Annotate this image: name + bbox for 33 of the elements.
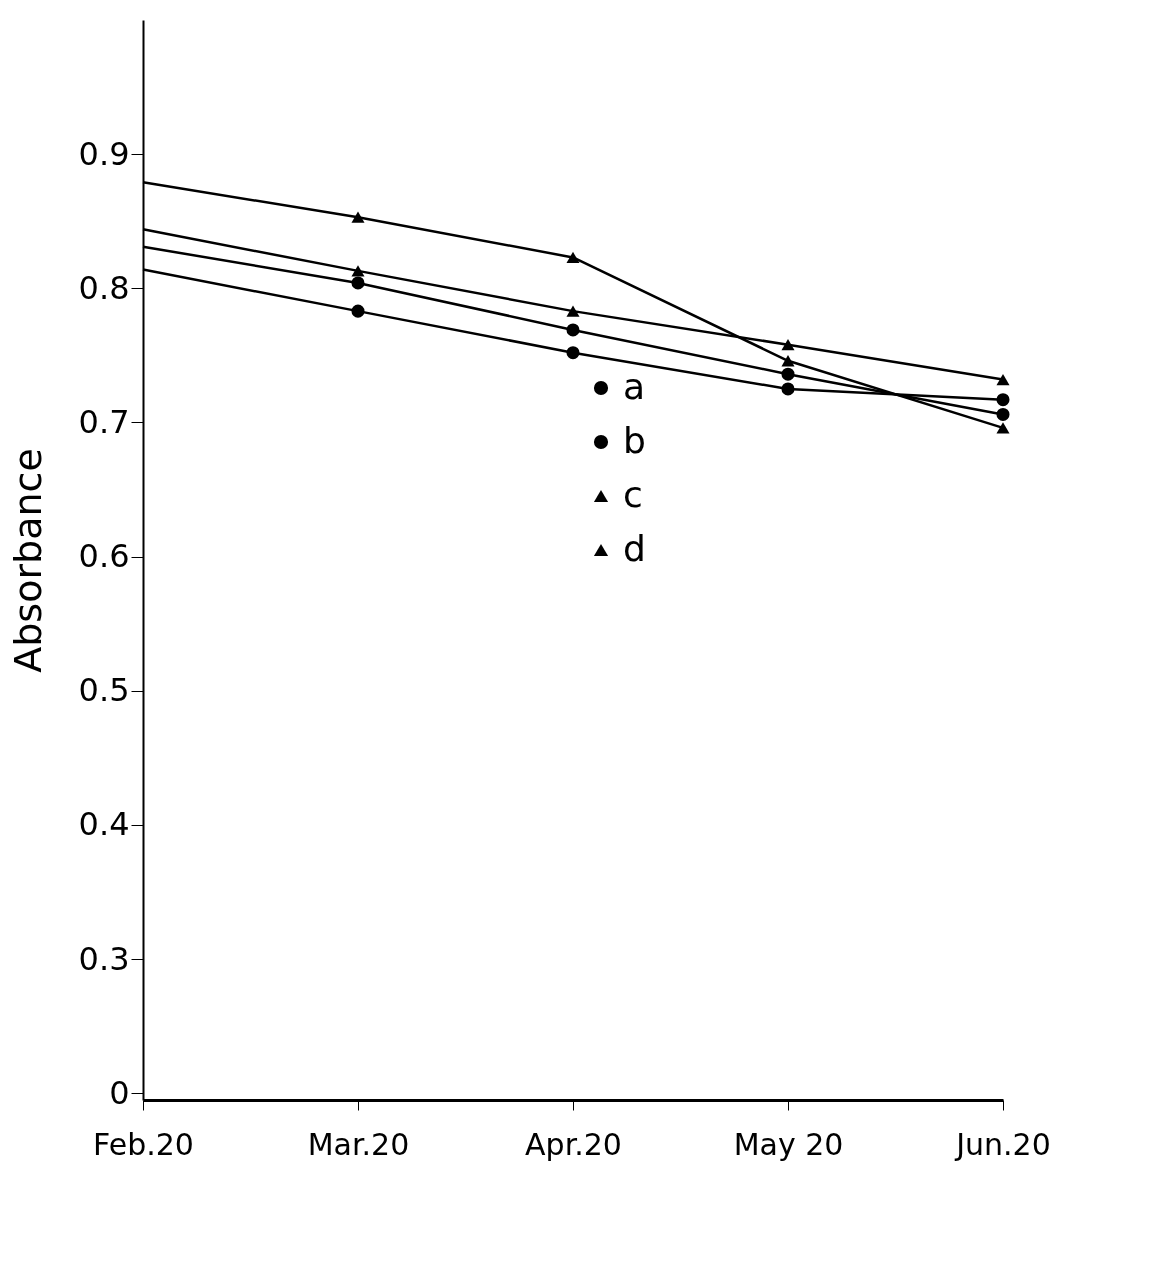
legend-label: b bbox=[623, 420, 646, 461]
point bbox=[996, 393, 1010, 407]
point bbox=[351, 304, 365, 318]
point bbox=[566, 323, 580, 337]
y-axis-title: Absorbance bbox=[5, 448, 50, 673]
y-tick-label: 0 bbox=[109, 1073, 130, 1112]
legend-label: a bbox=[623, 366, 646, 407]
y-tick-label: 0.3 bbox=[78, 939, 130, 978]
x-tick-label: May 20 bbox=[733, 1126, 844, 1162]
point bbox=[781, 339, 795, 351]
point bbox=[996, 407, 1010, 421]
point bbox=[566, 251, 580, 264]
point bbox=[566, 305, 580, 317]
point bbox=[781, 367, 795, 381]
x-tick-label: Mar.20 bbox=[307, 1126, 410, 1162]
point bbox=[781, 355, 795, 367]
point bbox=[781, 382, 795, 396]
point bbox=[351, 276, 365, 290]
point bbox=[996, 373, 1010, 386]
y-tick-label: 0.6 bbox=[78, 537, 130, 576]
point bbox=[351, 211, 365, 223]
legend-label: c bbox=[623, 474, 643, 515]
point bbox=[566, 346, 580, 360]
y-tick-label: 0.9 bbox=[78, 134, 130, 173]
x-tick-label: Jun.20 bbox=[954, 1126, 1051, 1162]
y-tick-label: 0.4 bbox=[78, 805, 130, 844]
y-tick-label: 0.5 bbox=[78, 671, 130, 710]
y-tick-label: 0.7 bbox=[78, 402, 130, 441]
y-tick-label: 0.8 bbox=[78, 268, 130, 307]
x-tick-label: Feb.20 bbox=[93, 1126, 194, 1162]
x-tick-label: Apr.20 bbox=[525, 1126, 622, 1162]
point bbox=[351, 265, 365, 277]
legend-label: d bbox=[623, 528, 646, 569]
